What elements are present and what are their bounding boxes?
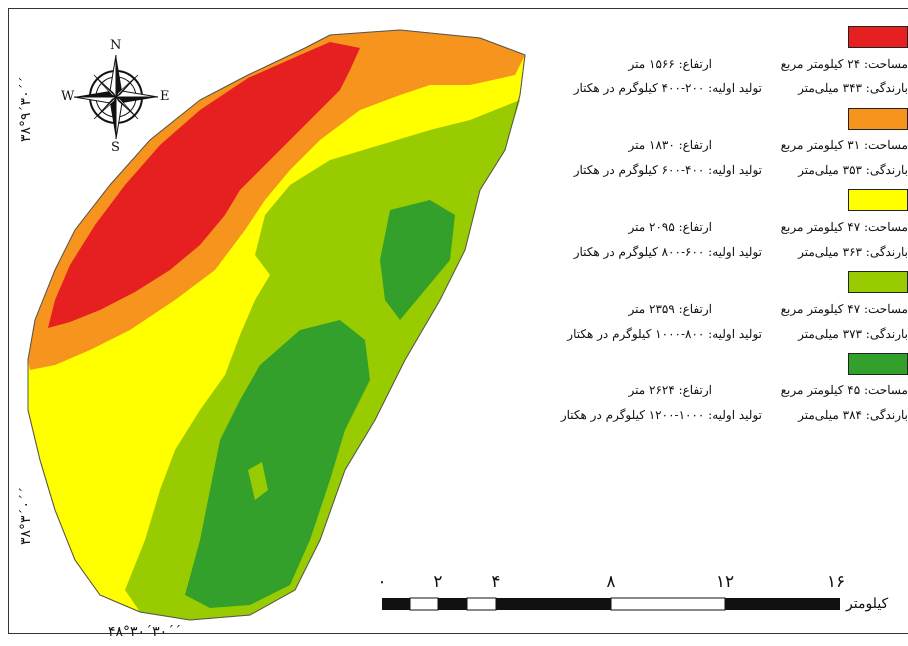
- region-outline: [27, 29, 526, 621]
- scale-bar: [382, 597, 840, 611]
- legend-area-1: مساحت: ۲۴ کیلومتر مربع: [780, 57, 908, 71]
- zone-red: [48, 42, 360, 328]
- legend-production-2: تولید اولیه: ۴۰۰-۶۰۰ کیلوگرم در هکتار: [573, 163, 762, 177]
- legend-swatch-yellow: [848, 189, 908, 211]
- legend-production-4: تولید اولیه: ۸۰۰-۱۰۰۰ کیلوگرم در هکتار: [567, 327, 762, 341]
- legend-area-3: مساحت: ۴۷ کیلومتر مربع: [780, 220, 908, 234]
- zone-orange: [28, 30, 525, 370]
- compass-south-label: S: [111, 140, 120, 155]
- legend-elevation-4: ارتفاع: ۲۳۵۹ متر: [628, 302, 712, 316]
- legend-production-5: تولید اولیه: ۱۰۰۰-۱۲۰۰ کیلوگرم در هکتار: [560, 408, 762, 422]
- legend-rainfall-2: بارندگی: ۳۵۳ میلی‌متر: [798, 163, 908, 177]
- compass-rose-icon: [73, 54, 159, 140]
- latitude-top-label: ۳۸°۹´۳۰´´: [18, 76, 34, 142]
- legend-swatch-orange: [848, 108, 908, 130]
- legend-rainfall-4: بارندگی: ۳۷۳ میلی‌متر: [798, 327, 908, 341]
- compass-north-label: N: [110, 38, 122, 53]
- scale-label-2: ۲: [433, 572, 443, 592]
- legend-production-1: تولید اولیه: ۲۰۰-۴۰۰ کیلوگرم در هکتار: [573, 81, 762, 95]
- legend-swatch-dark-green: [848, 353, 908, 375]
- scale-label-12: ۱۲: [715, 572, 735, 592]
- scale-unit-label: کیلومتر: [846, 596, 889, 612]
- scale-label-16: ۱۶: [826, 572, 846, 592]
- zone-light-green-island: [248, 462, 268, 500]
- longitude-bottom-label: ۴۸°۳۰´۳۰´´: [108, 624, 182, 640]
- compass-east-label: E: [160, 89, 170, 104]
- legend-swatch-red: [848, 26, 908, 48]
- map-frame: [8, 8, 908, 634]
- latitude-bottom-label: ۳۸°۳´۰´´: [18, 486, 34, 545]
- compass-west-label: W: [61, 89, 75, 104]
- legend-area-5: مساحت: ۴۵ کیلومتر مربع: [780, 383, 908, 397]
- legend-swatch-light-green: [848, 271, 908, 293]
- scale-label-8: ۸: [606, 572, 616, 592]
- legend-rainfall-3: بارندگی: ۳۶۳ میلی‌متر: [798, 245, 908, 259]
- legend-area-2: مساحت: ۳۱ کیلومتر مربع: [780, 138, 908, 152]
- zone-dark-green: [380, 200, 455, 320]
- legend-rainfall-1: بارندگی: ۳۴۳ میلی‌متر: [798, 81, 908, 95]
- legend-area-4: مساحت: ۴۷ کیلومتر مربع: [780, 302, 908, 316]
- zone-dark-green: [185, 320, 370, 608]
- legend-elevation-1: ارتفاع: ۱۵۶۶ متر: [628, 57, 712, 71]
- legend-rainfall-5: بارندگی: ۳۸۴ میلی‌متر: [798, 408, 908, 422]
- scale-label-4: ۴: [491, 572, 501, 592]
- legend-elevation-5: ارتفاع: ۲۶۲۴ متر: [628, 383, 712, 397]
- legend-elevation-3: ارتفاع: ۲۰۹۵ متر: [628, 220, 712, 234]
- scale-label-0: ۰: [377, 572, 387, 592]
- legend-production-3: تولید اولیه: ۶۰۰-۸۰۰ کیلوگرم در هکتار: [573, 245, 762, 259]
- legend-elevation-2: ارتفاع: ۱۸۳۰ متر: [628, 138, 712, 152]
